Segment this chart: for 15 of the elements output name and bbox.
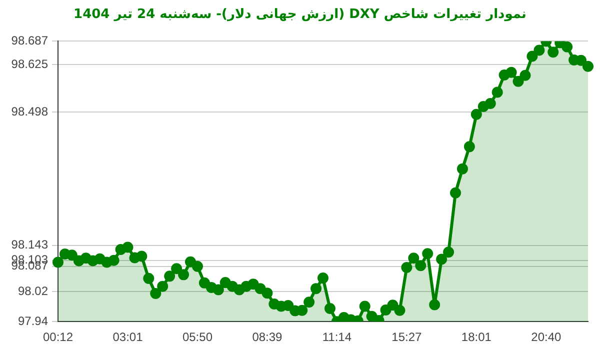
y-tick-label: 98.498 <box>11 104 48 118</box>
x-tick-label: 08:39 <box>252 330 283 344</box>
chart-title: نمودار تغییرات شاخص DXY (ارزش جهانی دلار)- سه‌شنبه 24 تیر 1404 <box>72 6 528 24</box>
y-tick-label: 98.143 <box>11 238 48 252</box>
x-tick-label: 20:40 <box>531 330 562 344</box>
x-tick-label: 18:01 <box>461 330 492 344</box>
y-tick-label: 97.94 <box>18 314 48 328</box>
x-tick-label: 15:27 <box>392 330 422 344</box>
y-tick-label: 98.02 <box>18 284 48 298</box>
x-tick-label: 00:12 <box>42 330 74 344</box>
y-tick-label: 98.687 <box>11 34 48 48</box>
x-tick-label: 03:01 <box>112 330 144 344</box>
y-tick-label: 98.625 <box>11 56 48 71</box>
x-tick-label: 11:14 <box>322 330 352 344</box>
x-tick-label: 05:50 <box>182 330 213 344</box>
